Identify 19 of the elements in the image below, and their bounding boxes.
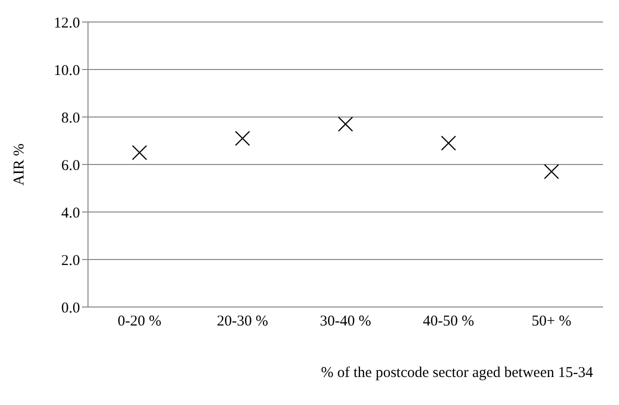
point bbox=[132, 145, 148, 160]
y-tick-label: 0.0 bbox=[61, 300, 80, 316]
point bbox=[544, 164, 560, 180]
x-axis-title: % of the postcode sector aged between 15-34 bbox=[321, 365, 594, 381]
y-tick-label: 6.0 bbox=[61, 158, 80, 174]
y-tick-label: 10.0 bbox=[54, 62, 80, 79]
x-tick-label: 20-30 % bbox=[216, 314, 268, 330]
x-tick-label: 50+ % bbox=[532, 314, 572, 330]
point bbox=[440, 136, 456, 151]
x-tick-label: 0-20 % bbox=[118, 314, 162, 330]
point bbox=[234, 130, 250, 146]
point bbox=[338, 116, 354, 132]
y-tick-label: 4.0 bbox=[61, 205, 80, 222]
x-tick-label: 40-50 % bbox=[422, 314, 474, 330]
y-tick-label: 2.0 bbox=[61, 252, 80, 269]
y-tick-label: 12.0 bbox=[54, 15, 80, 32]
x-tick-label: 30-40 % bbox=[320, 314, 372, 330]
y-tick-label: 8.0 bbox=[61, 110, 80, 126]
y-axis-title: AIR % bbox=[11, 143, 28, 186]
